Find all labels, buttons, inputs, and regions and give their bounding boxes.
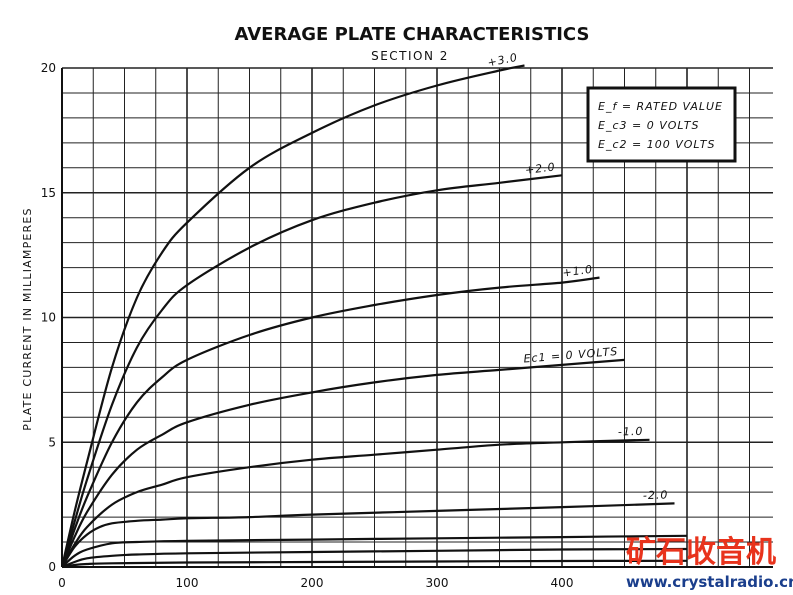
watermark-chinese-text: 矿石收音机 — [626, 535, 776, 570]
x-tick-label: 100 — [176, 576, 199, 590]
chart-axes — [61, 68, 773, 568]
series-curve-7 — [61, 547, 688, 569]
site-watermark: 矿石收音机 www.crystalradio.cn — [626, 535, 793, 591]
legend-line-ef: E_f = RATED VALUE — [598, 100, 723, 113]
y-axis-label: PLATE CURRENT IN MILLIAMPERES — [21, 207, 34, 430]
tick-labels: 0 100 200 300 400 0 5 10 15 20 — [41, 61, 574, 590]
y-tick-label: 5 — [48, 435, 56, 449]
curve-label: +1.0 — [562, 263, 594, 280]
chart-curves — [60, 64, 688, 569]
legend-box: E_f = RATED VALUE E_c3 = 0 VOLTS E_c2 = … — [586, 86, 737, 163]
curve-label: +2.0 — [524, 160, 556, 177]
series-curve-1 — [60, 174, 563, 568]
y-tick-label: 15 — [41, 186, 56, 200]
curve-label: +3.0 — [486, 51, 519, 70]
chart-grid — [61, 67, 773, 568]
series-curve-2 — [60, 276, 600, 568]
x-tick-label: 300 — [426, 576, 449, 590]
curve-label: -2.0 — [643, 488, 669, 502]
series-curve-6 — [61, 534, 688, 568]
legend-border — [586, 86, 737, 163]
x-tick-label: 400 — [551, 576, 574, 590]
x-tick-label: 200 — [301, 576, 324, 590]
chart-subtitle: SECTION 2 — [371, 49, 449, 63]
y-tick-label: 20 — [41, 61, 56, 75]
series-curve-0 — [60, 64, 525, 568]
curve-label: -1.0 — [618, 425, 644, 439]
legend-line-ec3: E_c3 = 0 VOLTS — [598, 119, 699, 132]
x-tick-label: 0 — [58, 576, 66, 590]
series-curve-3 — [60, 358, 625, 568]
y-tick-label: 10 — [41, 311, 56, 325]
series-curve-8 — [61, 559, 688, 569]
chart-title: AVERAGE PLATE CHARACTERISTICS — [235, 24, 590, 45]
series-curve-5 — [61, 502, 675, 568]
watermark-url: www.crystalradio.cn — [626, 573, 793, 591]
legend-line-ec2: E_c2 = 100 VOLTS — [598, 138, 715, 151]
y-tick-label: 0 — [48, 560, 56, 574]
series-curve-4 — [61, 438, 650, 568]
